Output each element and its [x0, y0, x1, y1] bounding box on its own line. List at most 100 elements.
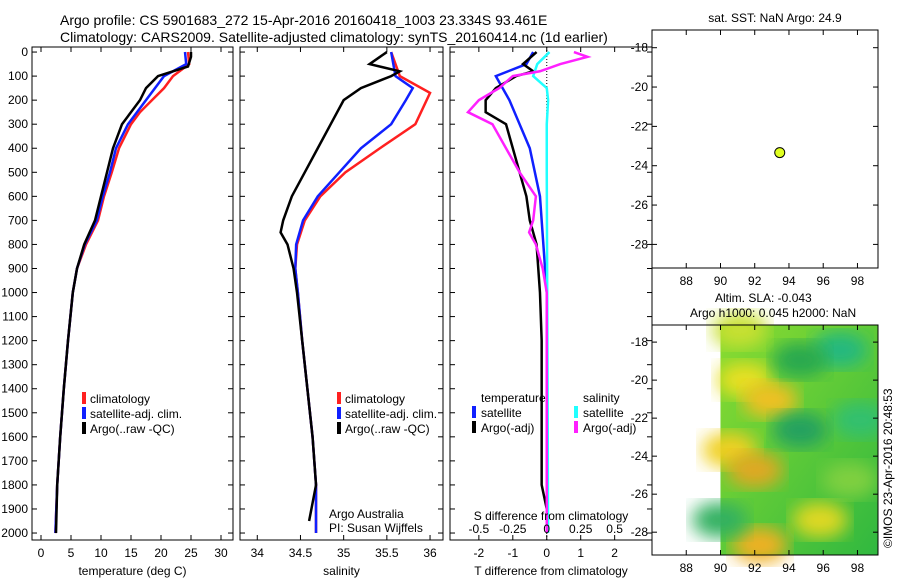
- series-line-argo-raw-qc-: [279, 51, 404, 522]
- sla-heatmap-cell: [742, 382, 798, 418]
- x-tick-label: 90: [714, 274, 728, 288]
- y-tick-label: -24: [631, 449, 649, 463]
- x-tick-label: 10: [94, 546, 108, 560]
- clip-mask: [878, 315, 900, 565]
- y-tick-label: 2000: [1, 526, 28, 540]
- x-tick-label: 96: [817, 561, 831, 575]
- y-tick-label: 1300: [1, 358, 28, 372]
- y-tick-label: 100: [8, 69, 28, 83]
- y-tick-label: -22: [631, 119, 649, 133]
- x-tick-label: 2: [611, 546, 618, 560]
- series-line-t-satellite: [494, 51, 549, 534]
- x-tick-label: 15: [124, 546, 138, 560]
- x-tick-label: 35: [337, 546, 351, 560]
- temperature-axes-box: [31, 46, 234, 541]
- y-tick-label: 200: [8, 93, 28, 107]
- series-line-s-argo-adj-: [465, 50, 592, 534]
- sla-heatmap-cell: [712, 312, 768, 348]
- y-tick-label: 1100: [2, 310, 28, 324]
- legend-label: satellite: [481, 406, 522, 420]
- legend-swatch: [472, 406, 476, 418]
- sla-heatmap-cell: [692, 502, 748, 538]
- sla-title: Altim. SLA: -0.043: [715, 291, 812, 305]
- y-tick-label: 900: [8, 261, 28, 275]
- map-title: sat. SST: NaN Argo: 24.9: [708, 11, 842, 25]
- sla-heatmap-cell: [822, 462, 878, 498]
- y-tick-label: -20: [631, 80, 649, 94]
- x-axis-label: T difference from climatology: [474, 564, 628, 578]
- legend-label: Argo(..raw -QC): [345, 422, 430, 436]
- series-line-satellite-adj-clim-: [294, 51, 415, 534]
- s-tick-label: 0.25: [569, 522, 593, 536]
- title-line-1: Argo profile: CS 5901683_272 15-Apr-2016…: [60, 12, 548, 28]
- x-tick-label: 0: [38, 546, 45, 560]
- legend-label: satellite: [583, 406, 624, 420]
- legend-label: Argo(..raw -QC): [90, 422, 175, 436]
- series-line-s-satellite: [531, 51, 551, 534]
- y-tick-label: 1600: [1, 430, 28, 444]
- x-tick-label: 94: [782, 274, 796, 288]
- difference-axes-box: [449, 46, 653, 541]
- y-tick-label: -22: [631, 411, 649, 425]
- x-tick-label: 25: [184, 546, 198, 560]
- x-tick-label: 94: [782, 561, 796, 575]
- legend-swatch: [82, 422, 86, 434]
- y-tick-label: -26: [631, 198, 649, 212]
- sla-heatmap-cell: [727, 452, 783, 488]
- sla-heatmap-cell: [792, 502, 848, 538]
- x-tick-label: -1: [507, 546, 518, 560]
- legend-swatch: [574, 421, 578, 433]
- legend-swatch: [472, 421, 476, 433]
- x-tick-label: 92: [748, 274, 762, 288]
- s-tick-label: -0.25: [499, 522, 527, 536]
- sst-map-box: [651, 29, 879, 269]
- sla-heatmap-cell: [772, 412, 828, 448]
- legend-title: temperature: [481, 391, 546, 405]
- y-tick-label: 500: [8, 165, 28, 179]
- legend-label: climatology: [90, 392, 150, 406]
- credit-text: ©IMOS 23-Apr-2016 20:48:53: [881, 388, 895, 548]
- x-tick-label: 35.5: [375, 546, 399, 560]
- x-tick-label: 88: [680, 561, 694, 575]
- y-tick-label: -20: [631, 373, 649, 387]
- y-tick-label: 0: [21, 45, 28, 59]
- legend-label: satellite-adj. clim.: [345, 407, 437, 421]
- x-tick-label: 0: [543, 546, 550, 560]
- title-line-2: Climatology: CARS2009. Satellite-adjuste…: [60, 29, 608, 45]
- legend-label: climatology: [345, 392, 405, 406]
- y-tick-label: 1200: [1, 334, 28, 348]
- s-tick-label: 0: [543, 522, 550, 536]
- x-tick-label: -2: [474, 546, 485, 560]
- annotation-line: PI: Susan Wijffels: [329, 521, 423, 535]
- s-axis-label: S difference from climatology: [474, 509, 629, 523]
- y-tick-label: 800: [8, 237, 28, 251]
- x-tick-label: 98: [851, 274, 865, 288]
- legend-label: Argo(-adj): [481, 421, 534, 435]
- x-axis-label: salinity: [323, 564, 360, 578]
- x-tick-label: 92: [748, 561, 762, 575]
- y-tick-label: 600: [8, 189, 28, 203]
- y-tick-label: -24: [631, 159, 649, 173]
- y-tick-label: 1800: [1, 478, 28, 492]
- legend-swatch: [82, 407, 86, 419]
- legend-swatch: [574, 406, 578, 418]
- legend-swatch: [337, 392, 341, 404]
- y-tick-label: -28: [631, 525, 649, 539]
- x-tick-label: 36: [423, 546, 437, 560]
- legend-label: satellite-adj. clim.: [90, 407, 182, 421]
- y-tick-label: 1000: [1, 286, 28, 300]
- sla-map-box: [651, 324, 879, 556]
- legend-swatch: [82, 392, 86, 404]
- x-tick-label: 98: [851, 561, 865, 575]
- legend-title: salinity: [583, 391, 620, 405]
- annotation-line: Argo Australia: [329, 507, 404, 521]
- y-tick-label: -18: [631, 335, 649, 349]
- x-tick-label: 90: [714, 561, 728, 575]
- series-line-argo-raw-qc-: [54, 52, 193, 534]
- y-tick-label: -18: [631, 41, 649, 55]
- y-tick-label: 1700: [1, 454, 28, 468]
- salinity-axes-box: [239, 46, 444, 541]
- x-tick-label: 30: [214, 546, 228, 560]
